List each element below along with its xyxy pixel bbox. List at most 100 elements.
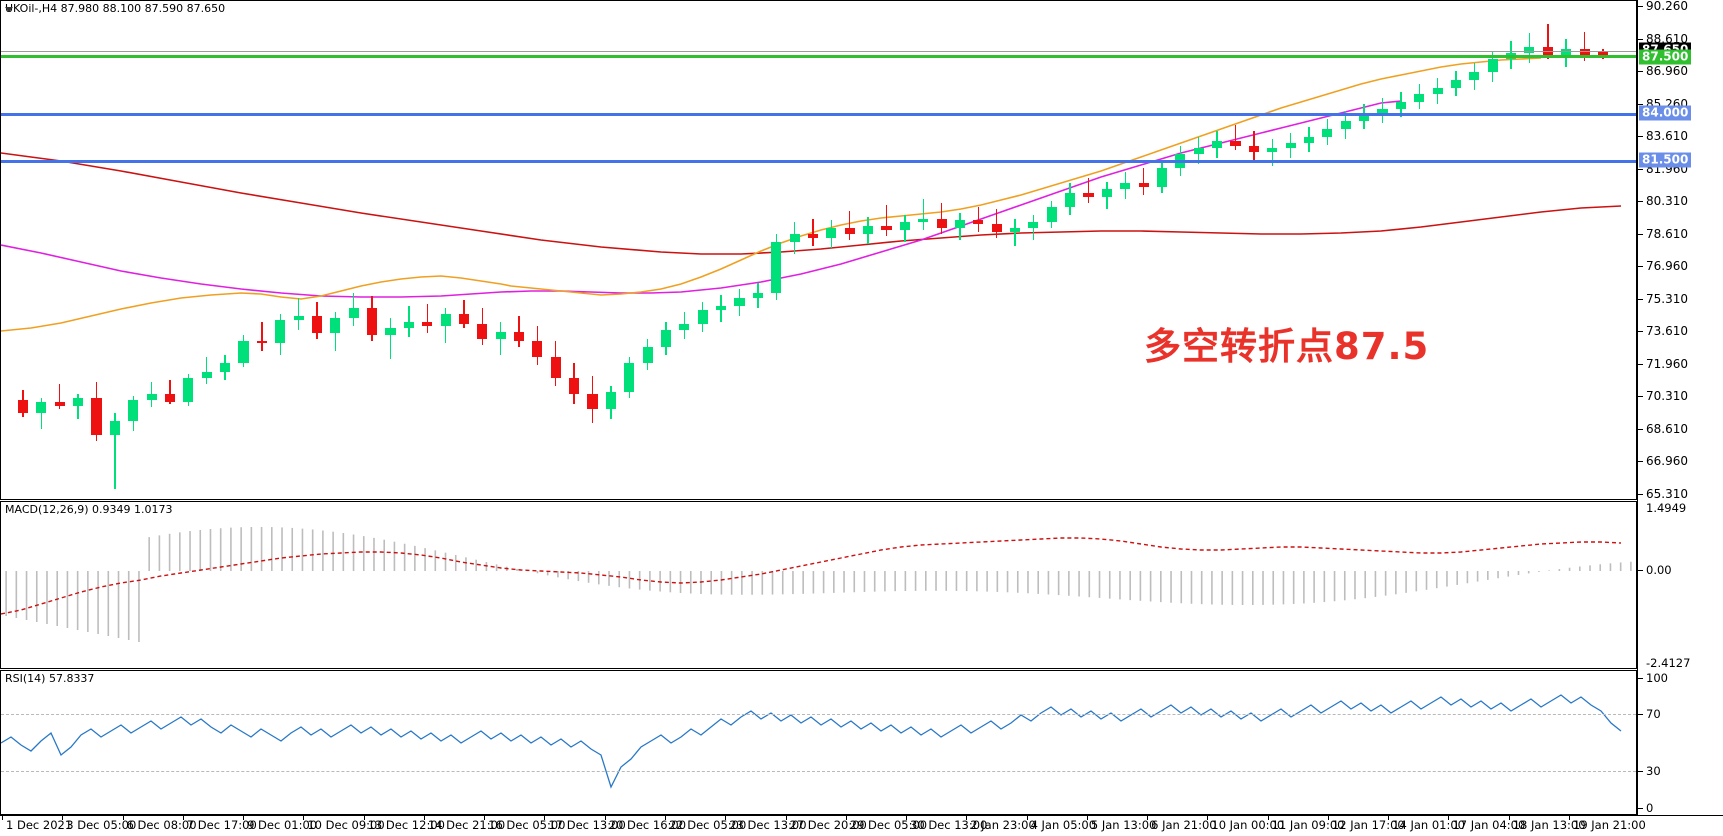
- candle-body: [1359, 113, 1370, 122]
- time-tick-label: 2 Jan 23:00: [970, 818, 1036, 832]
- candle-wick: [1583, 31, 1586, 61]
- candle-body: [697, 310, 708, 324]
- candle-body: [1230, 140, 1241, 147]
- time-tick-label: 9 Dec 01:00: [247, 818, 318, 832]
- time-tick-label: 20 Dec 16:00: [608, 818, 687, 832]
- candle-body: [238, 341, 249, 363]
- candle-body: [716, 306, 727, 311]
- time-scale[interactable]: 1 Dec 2021 3 Dec 05:00 6 Dec 08:00 7 Dec 17…: [0, 815, 1723, 836]
- candle-body: [1597, 51, 1608, 58]
- candle-wick: [1253, 130, 1255, 161]
- candle-body: [642, 347, 653, 363]
- candle-body: [201, 372, 212, 379]
- price-tick-label: 86.960: [1646, 64, 1688, 79]
- price-tick-label: 80.310: [1646, 194, 1688, 209]
- macd-signal-line: [1, 537, 1622, 615]
- candle-body: [936, 218, 947, 229]
- price-tick-label: 66.960: [1646, 454, 1688, 469]
- level-line-84000[interactable]: [1, 113, 1636, 116]
- candle-wick: [1014, 218, 1016, 246]
- price-tag-84000[interactable]: 84.000: [1639, 105, 1692, 121]
- candle-wick: [261, 321, 263, 351]
- candle-wick: [59, 384, 61, 410]
- price-tick-label: 75.310: [1646, 291, 1688, 306]
- candle-body: [1156, 167, 1168, 188]
- rsi-tick: [1638, 808, 1643, 809]
- candle-body: [587, 393, 598, 410]
- candle-body: [679, 323, 690, 330]
- candle-wick: [977, 206, 980, 233]
- candle-body: [1395, 101, 1406, 110]
- candle-body: [1248, 146, 1259, 153]
- time-tick: [1448, 816, 1450, 820]
- time-tick: [363, 816, 365, 820]
- price-tick: [1638, 6, 1643, 7]
- level-line-81500[interactable]: [1, 160, 1636, 163]
- time-tick: [2, 816, 3, 820]
- price-tick-label: 73.610: [1646, 324, 1688, 339]
- price-plot-area[interactable]: 多空转折点87.5: [1, 1, 1636, 499]
- time-tick: [544, 816, 546, 820]
- price-tick: [1638, 103, 1643, 105]
- time-tick-label: 19 Jan 21:00: [1573, 818, 1646, 832]
- candle-body: [1579, 49, 1590, 57]
- time-tick-label: 4 Jan 05:00: [1030, 818, 1097, 832]
- candle-body: [624, 362, 635, 392]
- candle-body: [440, 313, 451, 326]
- time-tick-label: 3 Dec 05:00: [66, 818, 137, 832]
- macd-pane[interactable]: MACD(12,26,9) 0.9349 1.0173: [0, 501, 1637, 669]
- candle-body: [367, 308, 378, 336]
- price-tag-87500[interactable]: 87.500: [1639, 49, 1692, 65]
- candle-wick: [1234, 125, 1237, 151]
- price-scale[interactable]: 90.260 88.610 86.960 85.260 83.610 81.960 80.3…: [1637, 0, 1723, 815]
- candle-body: [1377, 109, 1388, 114]
- time-tick: [1086, 816, 1088, 820]
- price-tick: [1638, 396, 1643, 398]
- candle-wick: [426, 304, 428, 334]
- time-tick-label: 30 Dec 13:00: [910, 818, 988, 832]
- chart-annotation: 多空转折点87.5: [1144, 325, 1430, 368]
- time-tick-label: 16 Dec 05:00: [488, 818, 566, 832]
- time-tick-label: 23 Dec 13:00: [729, 818, 807, 832]
- candle-body: [752, 292, 763, 299]
- price-tick: [1638, 331, 1643, 333]
- candle-body: [311, 315, 323, 334]
- time-tick: [1147, 816, 1149, 820]
- level-line-87500[interactable]: [1, 55, 1636, 58]
- candle-body: [109, 421, 120, 435]
- time-tick: [845, 816, 847, 820]
- time-tick: [906, 816, 908, 820]
- collapse-triangle-icon[interactable]: [5, 7, 13, 12]
- rsi-tick-label: 30: [1646, 764, 1661, 778]
- candle-body: [422, 321, 433, 326]
- time-tick-label: 29 Dec 05:00: [849, 818, 928, 832]
- candle-wick: [518, 315, 520, 348]
- rsi-tick-label: 100: [1646, 671, 1668, 685]
- price-tick: [1638, 201, 1643, 203]
- time-tick: [62, 816, 64, 820]
- price-pane[interactable]: 多空转折点87.5 UKOil-,H4 87.980 88.100 87.590…: [0, 0, 1637, 500]
- candle-wick: [206, 356, 208, 385]
- time-tick: [303, 816, 305, 820]
- candle-body: [293, 315, 304, 320]
- candle-body: [330, 317, 341, 334]
- candle-body: [1065, 193, 1076, 207]
- candle-body: [569, 378, 580, 394]
- time-tick-label: 10 Dec 09:00: [307, 818, 385, 832]
- rsi-pane[interactable]: RSI(14) 57.8337: [0, 670, 1637, 815]
- time-tick: [664, 816, 666, 820]
- rsi-plot-area[interactable]: [1, 671, 1636, 814]
- time-tick: [484, 816, 486, 820]
- candle-body: [826, 228, 837, 238]
- price-tag-81500[interactable]: 81.500: [1639, 152, 1692, 168]
- candle-wick: [1271, 138, 1273, 166]
- rsi-tick: [1638, 678, 1643, 679]
- time-tick: [1569, 816, 1570, 820]
- candle-body: [1193, 148, 1204, 155]
- candle-body: [1212, 140, 1223, 149]
- time-tick-label: 17 Jan 04:00: [1452, 818, 1526, 832]
- candle-body: [1487, 58, 1498, 73]
- macd-plot-area[interactable]: [1, 502, 1636, 668]
- candle-body: [54, 401, 65, 406]
- candle-body: [458, 313, 469, 324]
